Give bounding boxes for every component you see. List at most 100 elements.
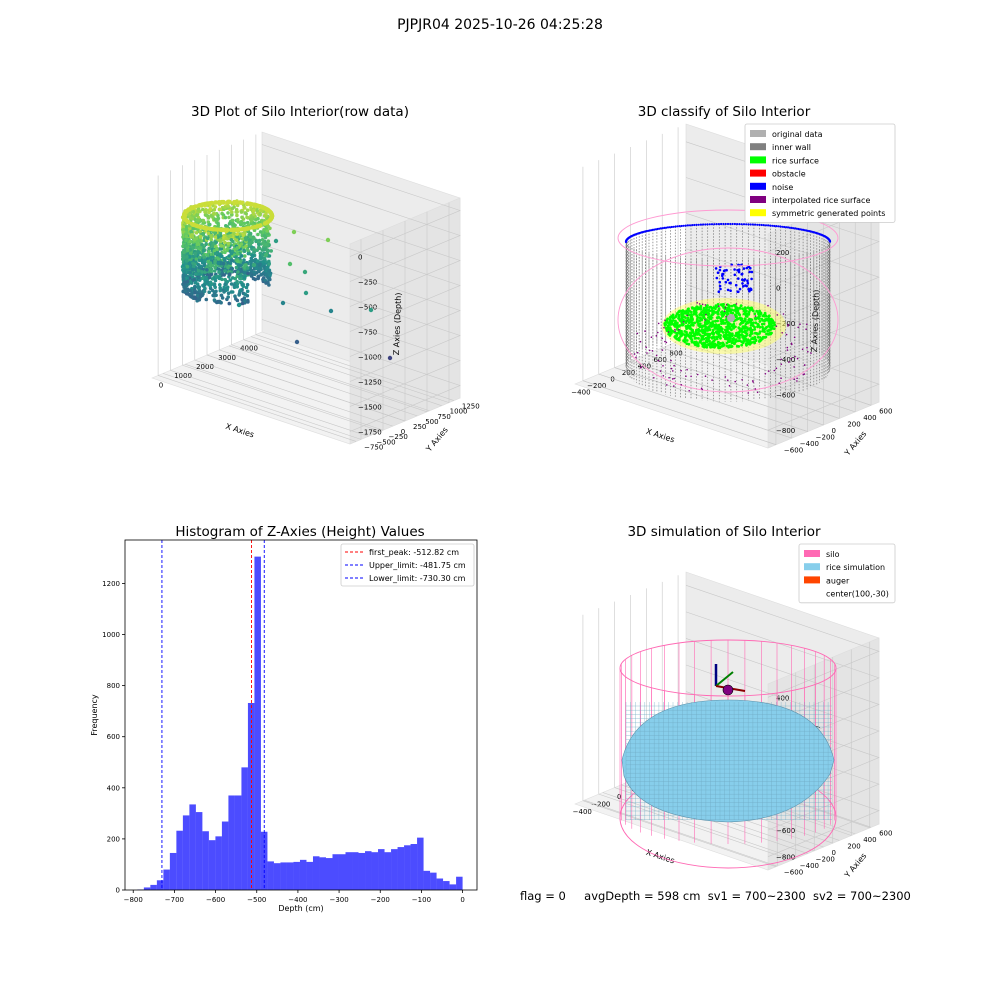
classify-rice-surface-point	[713, 338, 717, 341]
raw-point	[220, 254, 224, 259]
classify-rice-surface-point	[741, 307, 744, 311]
raw-point	[259, 272, 264, 277]
raw-point	[252, 212, 256, 216]
raw-point	[242, 221, 247, 226]
raw-point	[205, 280, 210, 284]
raw-point	[206, 231, 211, 236]
classify-interpolated-point	[700, 387, 703, 390]
classify-noise-point	[744, 284, 747, 287]
classify-noise-point	[741, 282, 744, 285]
classify-rice-surface-point	[714, 304, 718, 308]
raw-point	[243, 266, 247, 270]
classify-rice-surface-point	[702, 313, 706, 316]
raw-point	[251, 208, 256, 213]
raw-point	[187, 226, 192, 231]
classify-rice-surface-point	[700, 313, 704, 317]
raw-point	[215, 227, 220, 232]
classify-rice-surface-point	[746, 327, 750, 331]
raw-point	[254, 218, 258, 222]
classify-noise-point	[795, 227, 798, 230]
raw-point	[194, 257, 199, 261]
classify-rice-surface-point	[760, 322, 764, 326]
raw-point	[243, 206, 247, 210]
classify-interpolated-point	[696, 302, 698, 304]
raw-point	[244, 237, 248, 242]
classify-rice-surface-point	[665, 328, 669, 331]
raw-point	[229, 238, 234, 242]
classify-interpolated-point	[741, 379, 743, 381]
classify-interpolated-point	[686, 368, 688, 371]
raw-point	[256, 232, 260, 237]
classify-noise-point	[737, 290, 740, 294]
classify-rice-surface-point	[738, 323, 742, 326]
raw-point	[195, 293, 200, 298]
classify-rice-surface-point	[689, 310, 693, 314]
classify-rice-surface-point	[729, 311, 733, 314]
raw-point	[245, 298, 250, 303]
classify-rice-surface-point	[773, 323, 777, 327]
raw-x-tick-label: 4000	[240, 345, 258, 353]
raw-point	[230, 218, 235, 223]
raw-point	[209, 237, 213, 242]
raw-point	[257, 242, 261, 247]
raw-point	[195, 213, 199, 217]
raw-x-tick-label: 2000	[196, 363, 214, 371]
raw-point	[216, 221, 220, 226]
raw-point	[267, 262, 271, 266]
raw-point	[213, 251, 218, 256]
classify-rice-surface-point	[676, 337, 680, 341]
classify-noise-point	[680, 224, 683, 228]
raw-point	[236, 259, 240, 264]
raw-point	[243, 298, 247, 303]
classify-rice-surface-point	[702, 308, 706, 311]
histogram-bar	[443, 881, 450, 890]
classify-interpolated-point	[657, 322, 660, 325]
raw-point	[258, 256, 263, 261]
classify-rice-surface-point	[673, 325, 677, 328]
classify-noise-point	[719, 287, 722, 291]
classify-interpolated-point	[661, 349, 664, 351]
classify-z-gridline	[685, 212, 880, 324]
raw-point	[217, 238, 221, 242]
classify-noise-point	[783, 225, 786, 229]
raw-point	[182, 250, 186, 255]
classify-rice-surface-point	[768, 317, 772, 321]
classify-interpolated-point	[799, 323, 801, 326]
classify-rice-surface-point	[687, 321, 691, 325]
raw-point	[214, 217, 219, 222]
raw-point	[192, 277, 197, 282]
classify-noise-point	[737, 277, 740, 280]
classify-rice-surface-point	[675, 312, 679, 315]
classify-rice-surface-point	[685, 342, 689, 345]
classify-noise-point	[828, 240, 832, 243]
classify-rice-surface-point	[704, 332, 708, 336]
classify-interpolated-point	[727, 379, 729, 382]
classify-rice-surface-point	[703, 310, 707, 314]
classify-x-axis-label: X Axies	[645, 427, 676, 445]
classify-noise-point	[742, 285, 745, 288]
raw-point	[205, 257, 210, 261]
classify-noise-point	[674, 225, 677, 228]
raw-x-axis-label: X Axies	[224, 422, 255, 440]
classify-rice-surface-point	[674, 315, 678, 319]
classify-noise-point	[751, 223, 755, 226]
classify-noise-point	[745, 266, 749, 270]
raw-point	[255, 248, 259, 252]
raw-point	[198, 294, 203, 299]
classify-rice-surface-point	[709, 342, 713, 345]
classify-noise-point	[769, 224, 772, 227]
classify-interpolated-point	[704, 319, 706, 321]
classify-y-tick-label: −600	[784, 447, 803, 455]
classify-x-tick-label: −200	[587, 382, 606, 390]
raw-point	[252, 236, 256, 241]
classify-noise-point	[721, 277, 725, 280]
classify-rice-surface-point	[761, 335, 765, 339]
histogram-y-tick-label: 400	[107, 784, 120, 792]
classify-rice-surface-point	[715, 316, 719, 320]
classify-rice-surface-point	[730, 304, 734, 308]
axes-raw-3d: 01000200030004000125010007505002500−250−…	[151, 131, 480, 454]
histogram-x-axis-label: Depth (cm)	[278, 904, 323, 913]
classify-interpolated-point	[696, 373, 699, 376]
classify-interpolated-point	[646, 352, 648, 354]
histogram-x-tick-label: −800	[124, 896, 143, 904]
